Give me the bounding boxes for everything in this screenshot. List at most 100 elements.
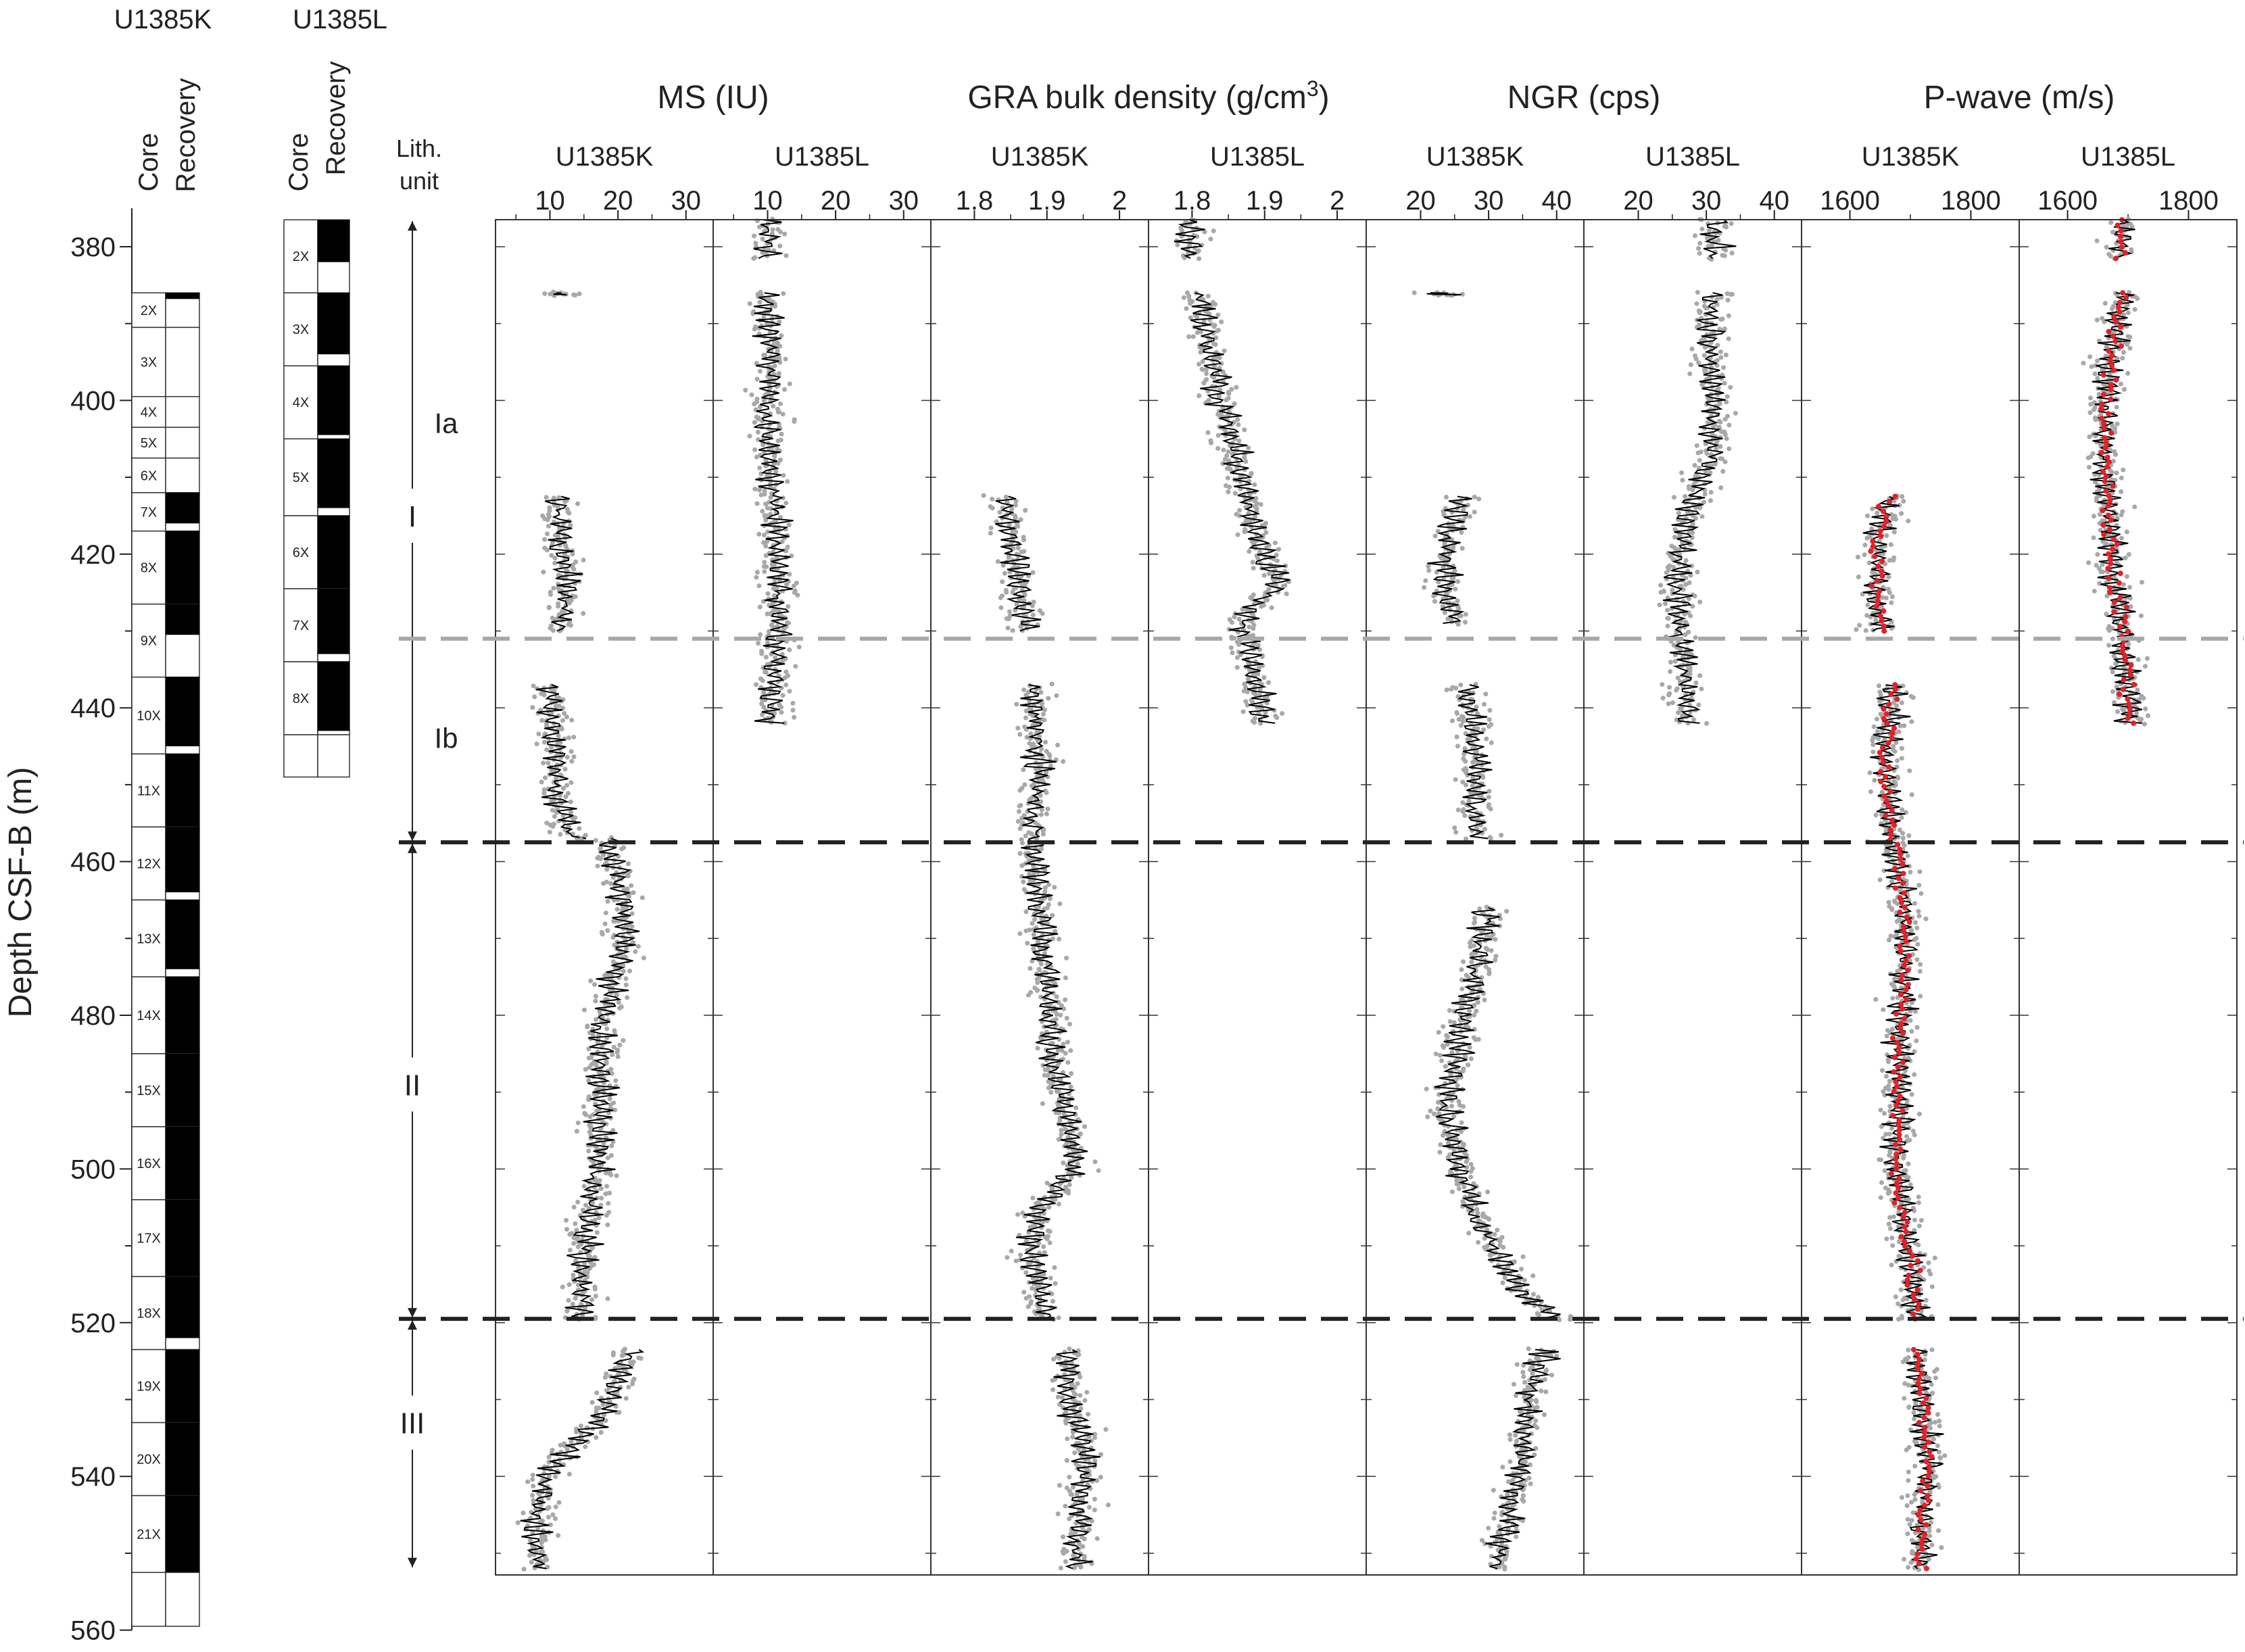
data-line [1174, 219, 1205, 259]
panel-frame [1148, 219, 1367, 1576]
recovery-block [318, 515, 349, 589]
lith-header-line1: Lith. [396, 135, 442, 162]
recovery-cell [165, 1572, 200, 1627]
depth-tick-label: 400 [70, 386, 116, 416]
x-tick-label: 1.9 [1028, 186, 1066, 216]
core-label: 20X [137, 1453, 161, 1467]
x-tick-label: 20 [1405, 186, 1436, 216]
core-cell [131, 1126, 166, 1200]
x-tick-label: 30 [889, 186, 919, 216]
recovery-cell [165, 427, 200, 459]
x-tick-label: 1800 [1941, 186, 2001, 216]
lith-unit-label: I [408, 500, 416, 533]
panel-1-u1385l: U1385L 10 20 30 [713, 142, 932, 1576]
y-axis-label: Depth CSF-B (m) [3, 767, 39, 1018]
plot-layer: 380 400 420 440 460 480 500 520 540 560 2X 3X 4X 5X 6X… [70, 76, 2244, 1646]
data-line [1485, 1349, 1561, 1570]
core-column-u1385l: 2X 3X 4X 5X 6X 7X 8X [283, 219, 350, 778]
core-label: 19X [137, 1380, 161, 1394]
core-cell [283, 661, 318, 735]
lith-unit-label: II [404, 1069, 420, 1102]
panel-3-u1385l: U1385L 1.8 1.9 2 [1148, 142, 1367, 1576]
x-tick-label: 20 [821, 186, 851, 216]
recovery-block [166, 900, 199, 969]
lith-subunit-label: Ia [434, 408, 458, 439]
panel-4-u1385k: U1385K 20 30 40 [1366, 142, 1585, 1576]
core-cell [283, 292, 318, 366]
x-tick-label: 2 [1112, 186, 1127, 216]
panel-7-u1385l: U1385L 1600 1800 [2019, 142, 2238, 1576]
panel-site-label: U1385L [2081, 142, 2175, 172]
data-line [2090, 292, 2143, 724]
panel-site-label: U1385K [991, 142, 1089, 172]
lith-unit-iii: III [400, 1320, 425, 1568]
depth-tick-label: 560 [70, 1616, 116, 1646]
core-cell [131, 676, 166, 755]
core-label: 15X [137, 1084, 161, 1098]
data-line [1699, 219, 1737, 259]
panel-frame [1366, 219, 1585, 1576]
panel-site-label: U1385K [1862, 142, 1960, 172]
x-tick-label: 20 [603, 186, 633, 216]
core-cell [131, 1422, 166, 1497]
panel-frame [2019, 219, 2238, 1576]
recovery-block [166, 827, 199, 893]
data-points [1692, 216, 1735, 262]
data-points [981, 493, 1045, 633]
core-cell [131, 1276, 166, 1351]
recovery-block [318, 366, 349, 435]
core-cell [131, 326, 166, 397]
u1385l-recovery-header: Recovery [321, 62, 351, 176]
x-tick-label: 40 [1760, 186, 1790, 216]
core-label: 5X [141, 436, 157, 451]
group-title: P-wave (m/s) [1924, 80, 2115, 116]
site-label-u1385l: U1385L [293, 5, 387, 34]
x-tick-label: 30 [1691, 186, 1722, 216]
panel-2-u1385k: U1385K 1.8 1.9 2 [930, 142, 1149, 1576]
data-line [1015, 684, 1088, 1320]
core-label: 6X [293, 545, 309, 560]
recovery-block [166, 492, 199, 524]
core-label: 4X [293, 395, 309, 410]
x-tick-label: 1600 [1820, 186, 1880, 216]
recovery-block [166, 977, 199, 1054]
x-tick-label: 10 [535, 186, 565, 216]
recovery-block [166, 1126, 199, 1200]
recovery-block [318, 293, 349, 355]
recovery-block [166, 1422, 199, 1496]
depth-tick-label: 540 [70, 1462, 116, 1492]
core-label: 16X [137, 1157, 161, 1171]
u1385k-core-header: Core [134, 133, 164, 192]
core-label: 3X [293, 322, 309, 337]
core-label: 2X [293, 249, 309, 264]
x-tick-label: 30 [671, 186, 702, 216]
recovery-block [166, 1349, 199, 1423]
recovery-block [166, 1199, 199, 1277]
data-points [1005, 681, 1101, 1322]
recovery-block [318, 220, 349, 262]
recovery-block [166, 1053, 199, 1127]
core-label: 6X [141, 468, 157, 483]
core-label: 10X [137, 709, 161, 724]
x-tick-label: 1600 [2037, 186, 2098, 216]
core-label: 7X [293, 618, 309, 633]
core-cell [131, 603, 166, 678]
panel-6-u1385k: U1385K 1600 1800 [1801, 142, 2020, 1576]
recovery-cell [317, 734, 350, 778]
core-cell [131, 1572, 166, 1627]
red-data-points [1877, 682, 1923, 1322]
x-tick-label: 1.8 [1174, 186, 1211, 216]
group-title: NGR (cps) [1507, 80, 1661, 116]
depth-tick-label: 480 [70, 1001, 116, 1031]
recovery-cell [165, 326, 200, 397]
core-label: 11X [137, 783, 160, 798]
lith-header-line2: unit [400, 167, 439, 195]
recovery-block [318, 661, 349, 731]
group-title: MS (IU) [657, 80, 769, 116]
core-label: 4X [141, 405, 157, 420]
recovery-block [166, 677, 199, 747]
lith-unit-ii: II [404, 844, 420, 1318]
recovery-block [166, 293, 199, 299]
lith-arrowhead-down [408, 831, 417, 842]
